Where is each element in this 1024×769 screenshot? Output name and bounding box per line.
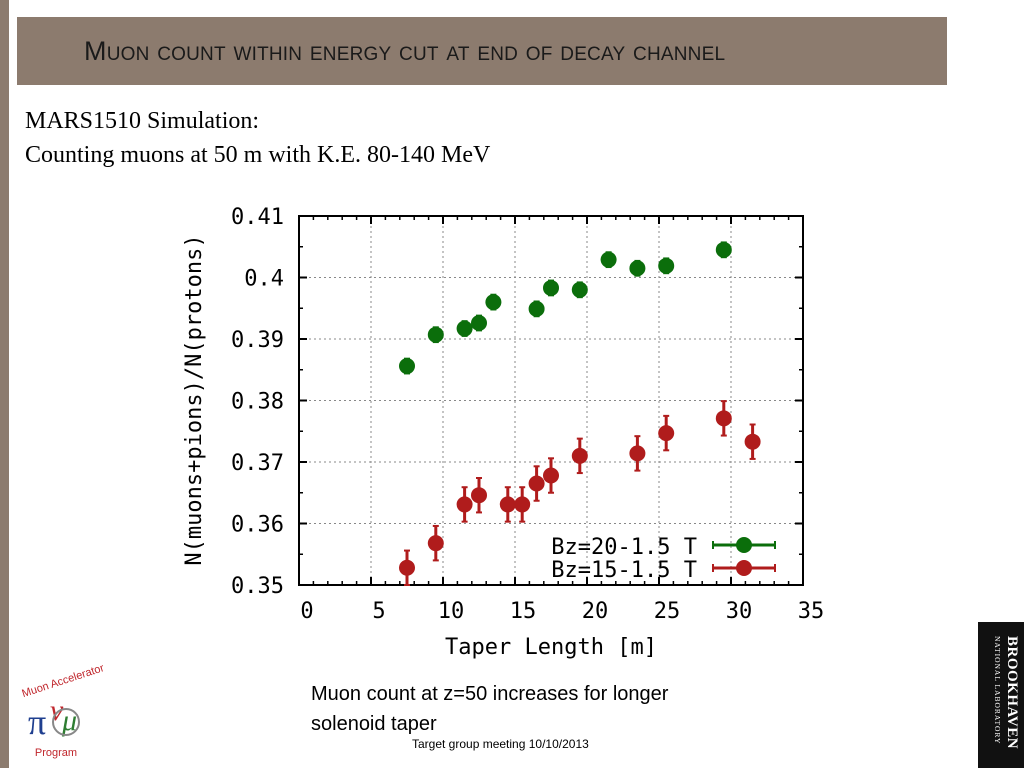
data-point <box>528 300 545 317</box>
muon-accelerator-program-logo: Muon Accelerator π ν μ Program <box>14 662 114 764</box>
brookhaven-logo: BROOKHAVEN NATIONAL LABORATORY <box>978 622 1024 768</box>
data-point <box>499 496 516 513</box>
legend-label-series-1: Bz=20-1.5 T <box>551 535 697 560</box>
subtitle-line-2: Counting muons at 50 m with K.E. 80-140 … <box>25 142 491 168</box>
svg-text:Program: Program <box>35 747 77 759</box>
data-point <box>485 294 502 311</box>
data-point <box>629 445 646 462</box>
x-axis-label: Taper Length [m] <box>445 635 657 660</box>
data-point <box>471 487 487 504</box>
y-tick-label: 0.38 <box>231 390 284 415</box>
data-point <box>744 433 761 450</box>
legend-label-series-2: Bz=15-1.5 T <box>551 558 697 583</box>
data-point <box>514 496 531 513</box>
data-point <box>427 535 444 552</box>
data-point <box>543 279 559 296</box>
x-tick-label: 0 <box>300 599 313 624</box>
data-point <box>658 257 675 274</box>
slide-caption: Muon count at z=50 increases for longer … <box>311 683 669 735</box>
svg-text:π: π <box>28 702 46 742</box>
data-point <box>427 326 444 343</box>
series-2 <box>399 400 761 586</box>
legend-marker-series-2 <box>736 560 752 576</box>
data-point <box>629 260 646 277</box>
subtitle-line-1: MARS1510 Simulation: <box>25 108 260 134</box>
y-tick-label: 0.37 <box>231 451 284 476</box>
data-point <box>715 410 732 427</box>
legend-marker-series-1 <box>736 537 752 553</box>
y-tick-label: 0.35 <box>231 574 284 599</box>
y-axis-label: N(muons+pions)/N(protons) <box>182 234 207 565</box>
slide-title: Muon count within energy cut at end of d… <box>84 36 726 66</box>
data-point <box>571 447 588 464</box>
data-point <box>543 467 559 484</box>
data-point <box>399 559 415 576</box>
x-tick-label: 15 <box>510 599 537 624</box>
x-tick-label: 35 <box>798 599 825 624</box>
data-point <box>658 425 675 442</box>
y-tick-label: 0.41 <box>231 205 284 230</box>
y-tick-label: 0.39 <box>231 328 284 353</box>
slide-footer: Target group meeting 10/10/2013 <box>412 737 589 751</box>
title-band <box>17 17 947 85</box>
data-point <box>456 496 473 513</box>
x-tick-label: 25 <box>654 599 681 624</box>
data-point <box>399 358 415 375</box>
x-tick-label: 30 <box>726 599 753 624</box>
data-point <box>456 320 473 337</box>
slide-left-accent-bar <box>0 0 9 768</box>
data-point <box>571 281 588 298</box>
data-point <box>528 475 545 492</box>
series-1 <box>399 241 732 375</box>
y-tick-label: 0.4 <box>244 267 284 292</box>
x-tick-label: 5 <box>372 599 385 624</box>
y-tick-label: 0.36 <box>231 513 284 538</box>
data-point <box>600 251 617 268</box>
x-tick-label: 20 <box>582 599 609 624</box>
data-point <box>715 241 732 258</box>
data-point <box>471 315 487 332</box>
x-tick-label: 10 <box>438 599 465 624</box>
